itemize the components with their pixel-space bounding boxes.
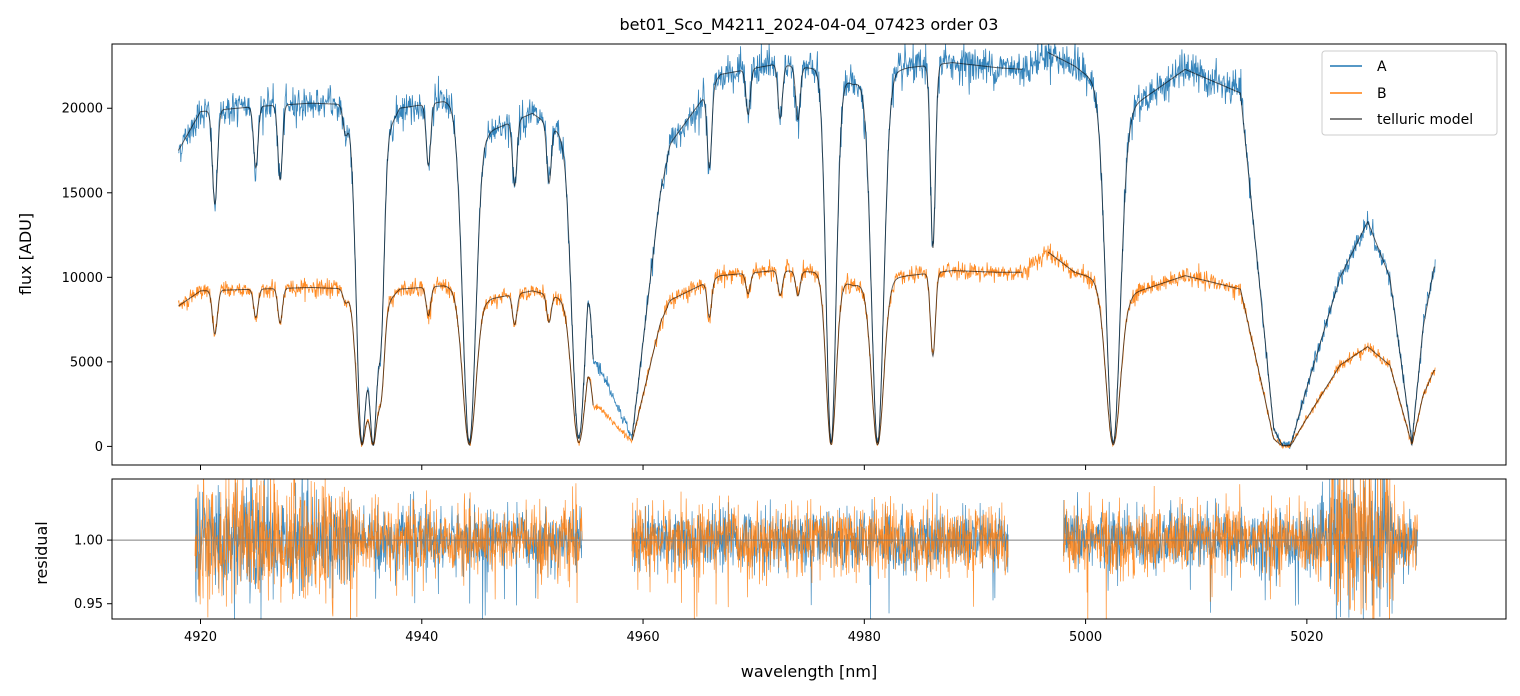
residual-y-label: residual bbox=[32, 521, 51, 584]
flux-y-tick-label: 0 bbox=[95, 440, 103, 455]
residual-panel-frame bbox=[111, 478, 1507, 620]
flux-y-tick-label: 10000 bbox=[62, 271, 103, 286]
legend-label-b: B bbox=[1377, 86, 1387, 102]
residual-y-axis: 0.95 1.00 bbox=[74, 534, 112, 612]
legend-label-model: telluric model bbox=[1377, 112, 1473, 128]
legend-frame bbox=[1321, 50, 1498, 136]
x-tick-label: 4980 bbox=[848, 630, 881, 645]
telluric-model-b-line bbox=[178, 251, 1436, 447]
x-tick-label: 4940 bbox=[405, 630, 438, 645]
residual-b-line bbox=[194, 479, 1418, 619]
residual-x-axis: 4920 4940 4960 4980 5000 5020 bbox=[184, 619, 1323, 645]
x-axis-label: wavelength [nm] bbox=[741, 662, 878, 681]
flux-y-tick-label: 5000 bbox=[70, 355, 103, 370]
flux-y-axis: 0 5000 10000 15000 20000 bbox=[62, 102, 112, 455]
legend: A B telluric model bbox=[1321, 50, 1498, 136]
residual-plot-area bbox=[112, 479, 1506, 619]
residual-y-tick-label: 1.00 bbox=[74, 534, 103, 549]
flux-y-tick-label: 15000 bbox=[62, 186, 103, 201]
flux-panel: 0 5000 10000 15000 20000 flux [ADU] A B tell… bbox=[16, 43, 1507, 470]
x-tick-label: 5020 bbox=[1290, 630, 1323, 645]
telluric-model-a-line bbox=[177, 52, 1436, 447]
x-tick-label: 5000 bbox=[1069, 630, 1102, 645]
residual-panel: 0.95 1.00 4920 4940 4960 4980 5000 5020 residu… bbox=[32, 478, 1507, 681]
chart-title: bet01_Sco_M4211_2024-04-04_07423 order 0… bbox=[620, 15, 999, 35]
series-b-line bbox=[177, 243, 1436, 450]
flux-plot-area bbox=[177, 44, 1436, 450]
x-tick-label: 4960 bbox=[627, 630, 660, 645]
x-tick-label: 4920 bbox=[184, 630, 217, 645]
flux-x-ticks bbox=[200, 465, 1308, 470]
legend-label-a: A bbox=[1377, 59, 1387, 75]
series-a-line bbox=[178, 44, 1436, 450]
flux-y-label: flux [ADU] bbox=[16, 213, 35, 295]
flux-panel-frame bbox=[111, 43, 1507, 466]
residual-y-tick-label: 0.95 bbox=[74, 597, 103, 612]
flux-y-tick-label: 20000 bbox=[62, 102, 103, 117]
